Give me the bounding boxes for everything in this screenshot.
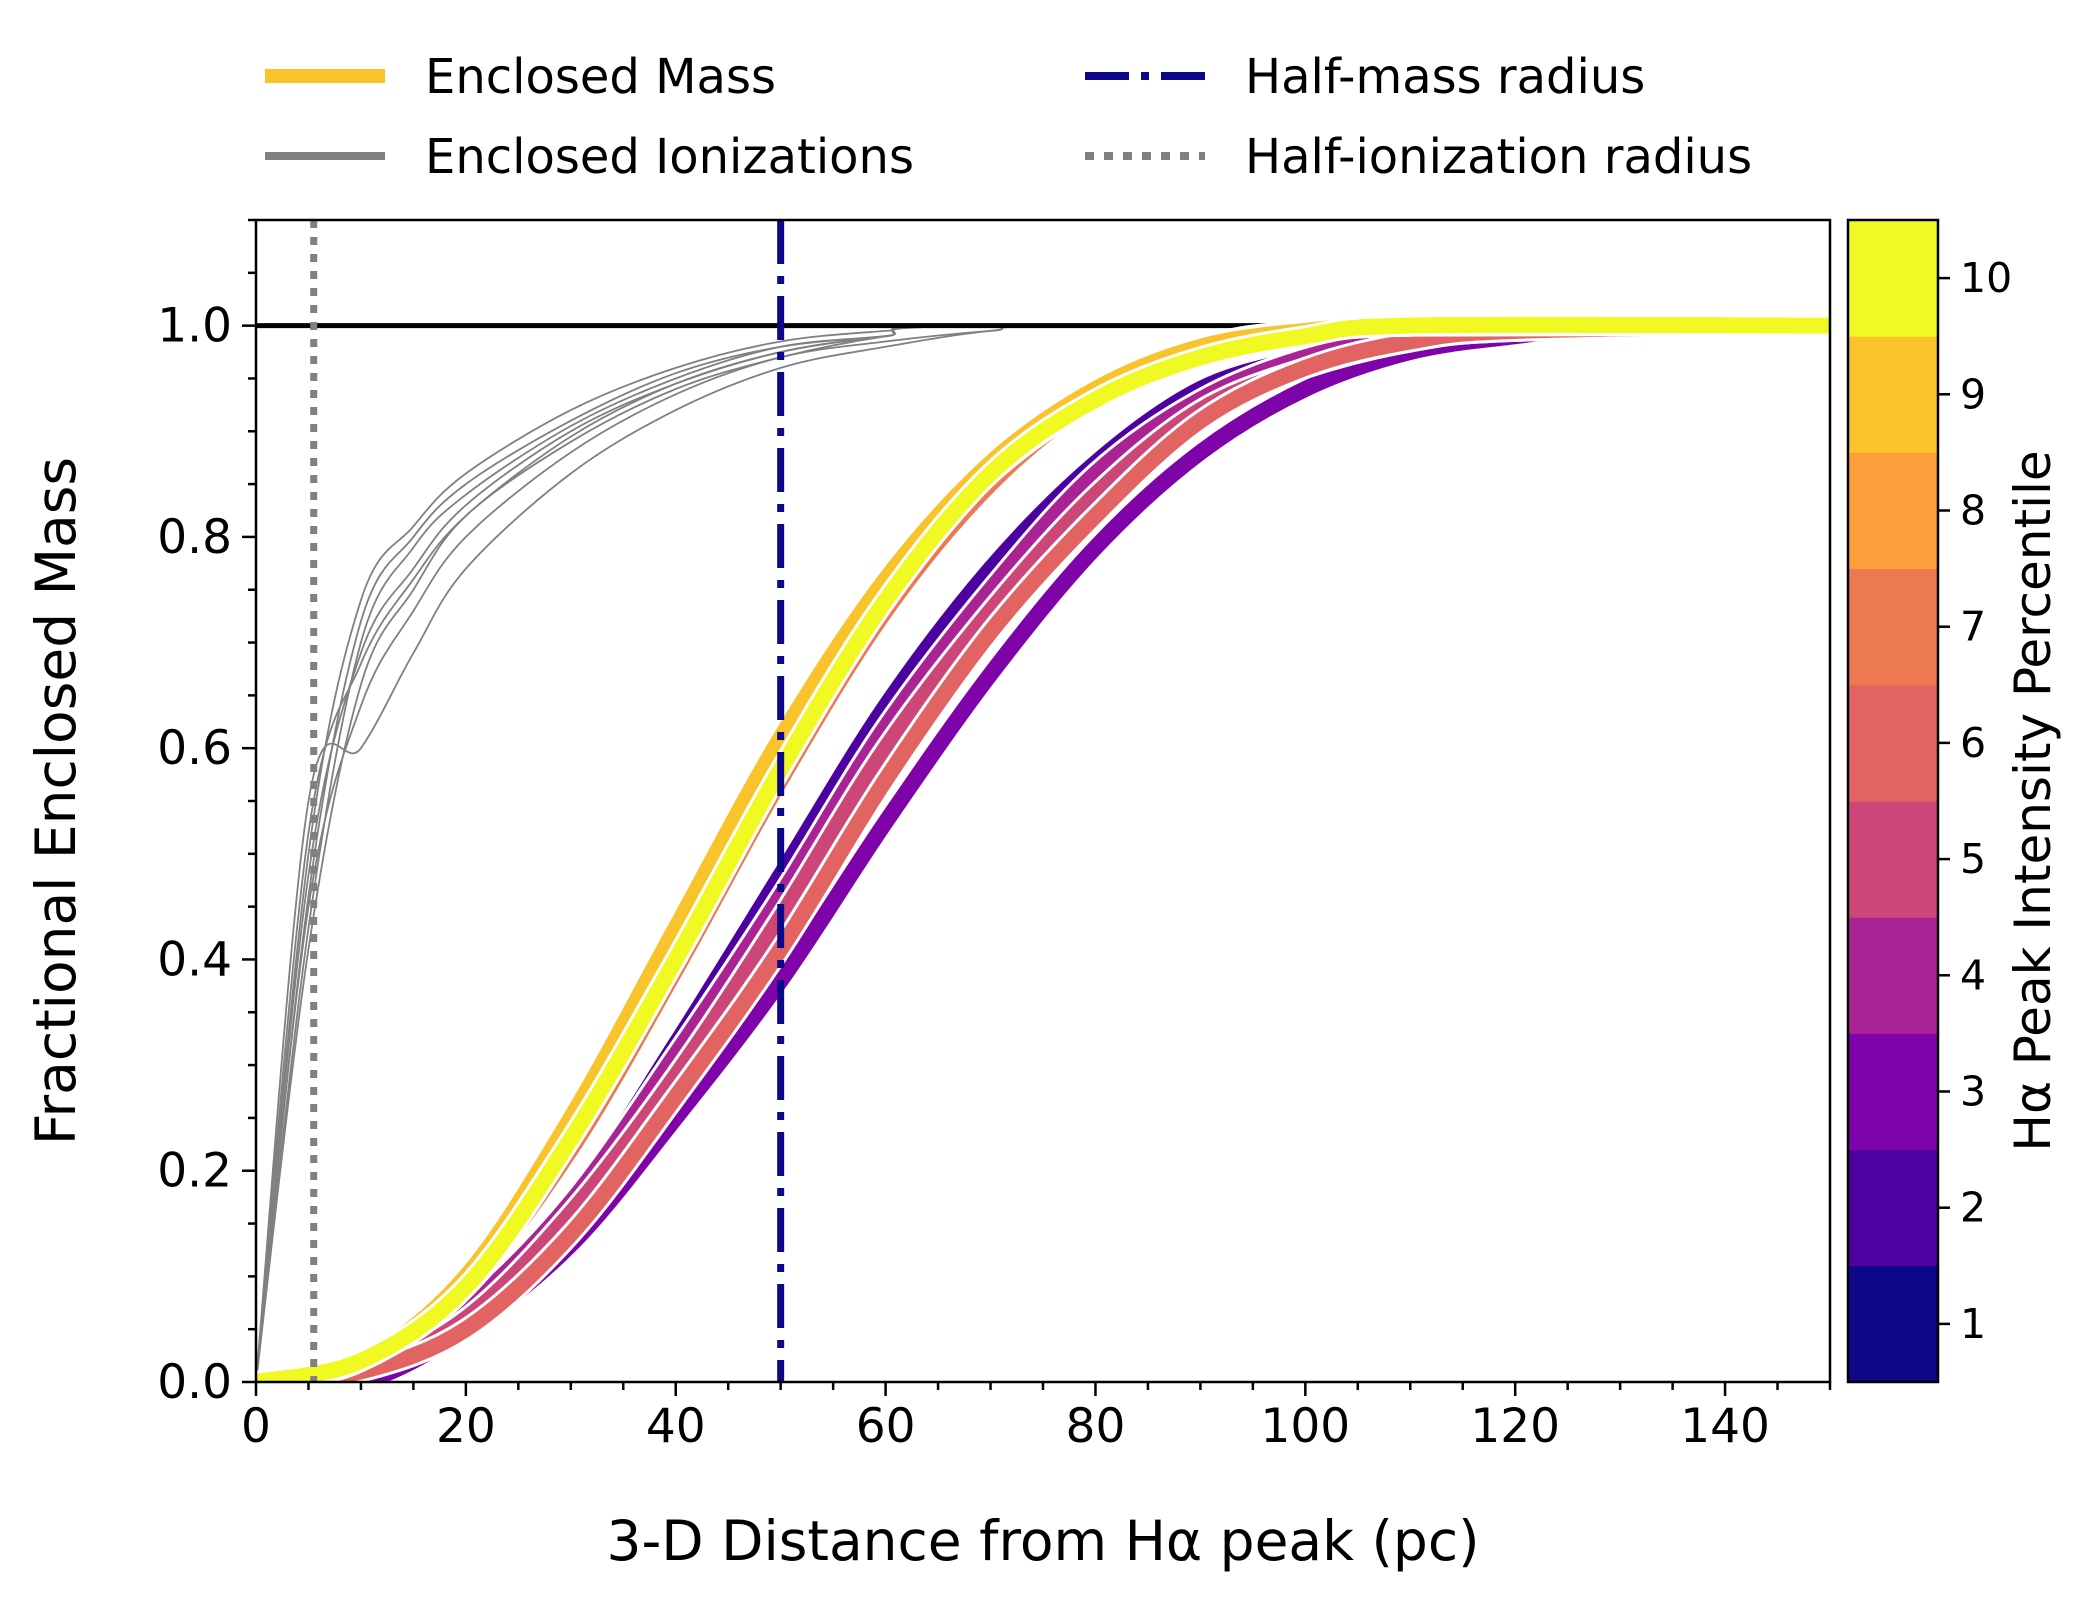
y-axis-ticks: 0.0 0.2 0.4 0.6 0.8 1.0 <box>157 218 256 1410</box>
colorbar-frame <box>1846 218 1940 1384</box>
reference-lines <box>310 220 785 1382</box>
x-tick-label: 100 <box>1260 1399 1350 1454</box>
x-tick-label: 80 <box>1066 1399 1126 1454</box>
plot-area <box>256 220 1830 1382</box>
x-axis-ticks: 0 20 40 60 80 100 120 140 <box>241 1382 1832 1454</box>
x-tick-label: 40 <box>646 1399 706 1454</box>
colorbar-tick-label: 7 <box>1960 603 1986 651</box>
colorbar-tick-label: 2 <box>1960 1184 1986 1232</box>
colorbar-segment-3 <box>1848 1033 1938 1151</box>
colorbar-tick-label: 3 <box>1960 1068 1986 1116</box>
colorbar-tick-label: 5 <box>1960 835 1986 883</box>
mass-line-p6 <box>256 317 1830 1382</box>
colorbar-tick-label: 1 <box>1960 1300 1986 1348</box>
x-tick-label: 0 <box>241 1399 271 1454</box>
legend-label-4: Half-ionization radius <box>1245 129 1752 185</box>
y-tick-label: 0.8 <box>157 510 232 565</box>
colorbar-segment-7 <box>1848 568 1938 686</box>
colorbar: 1 2 3 4 5 6 7 8 9 10 <box>1846 218 2012 1384</box>
y-axis-label: Fractional Enclosed Mass <box>24 457 88 1145</box>
legend-label-2: Enclosed Ionizations <box>425 129 914 185</box>
colorbar-segment-5 <box>1848 801 1938 918</box>
x-tick-label: 20 <box>436 1399 496 1454</box>
x-axis-label: 3-D Distance from Hα peak (pc) <box>606 1509 1479 1573</box>
colorbar-segment-1 <box>1848 1265 1938 1383</box>
legend-label-1: Enclosed Mass <box>425 49 776 105</box>
colorbar-label: Hα Peak Intensity Percentile <box>2004 450 2062 1151</box>
legend-label-3: Half-mass radius <box>1245 49 1645 105</box>
y-tick-label: 0.0 <box>157 1355 232 1410</box>
y-tick-label: 0.2 <box>157 1144 232 1199</box>
mass-line-p10 <box>256 316 1830 1382</box>
legend: Enclosed Mass Enclosed Ionizations Half-ma… <box>265 49 1752 185</box>
x-tick-label: 120 <box>1470 1399 1560 1454</box>
y-tick-label: 0.6 <box>157 721 232 776</box>
colorbar-tick-label: 6 <box>1960 719 1986 767</box>
colorbar-segment-10 <box>1848 220 1938 337</box>
x-tick-label: 140 <box>1680 1399 1770 1454</box>
colorbar-tick-label: 9 <box>1960 370 1986 418</box>
colorbar-tick-label: 10 <box>1960 254 2012 302</box>
colorbar-segment-6 <box>1848 684 1938 802</box>
y-tick-label: 1.0 <box>157 299 232 354</box>
colorbar-segment-2 <box>1848 1149 1938 1267</box>
colorbar-segment-8 <box>1848 452 1938 570</box>
colorbar-segment-4 <box>1848 917 1938 1034</box>
y-tick-label: 0.4 <box>157 932 232 987</box>
colorbar-tick-label: 4 <box>1960 951 1986 999</box>
mass-lines <box>256 313 1830 1382</box>
x-tick-label: 60 <box>856 1399 916 1454</box>
colorbar-segment-9 <box>1848 336 1938 453</box>
colorbar-tick-label: 8 <box>1960 487 1986 535</box>
